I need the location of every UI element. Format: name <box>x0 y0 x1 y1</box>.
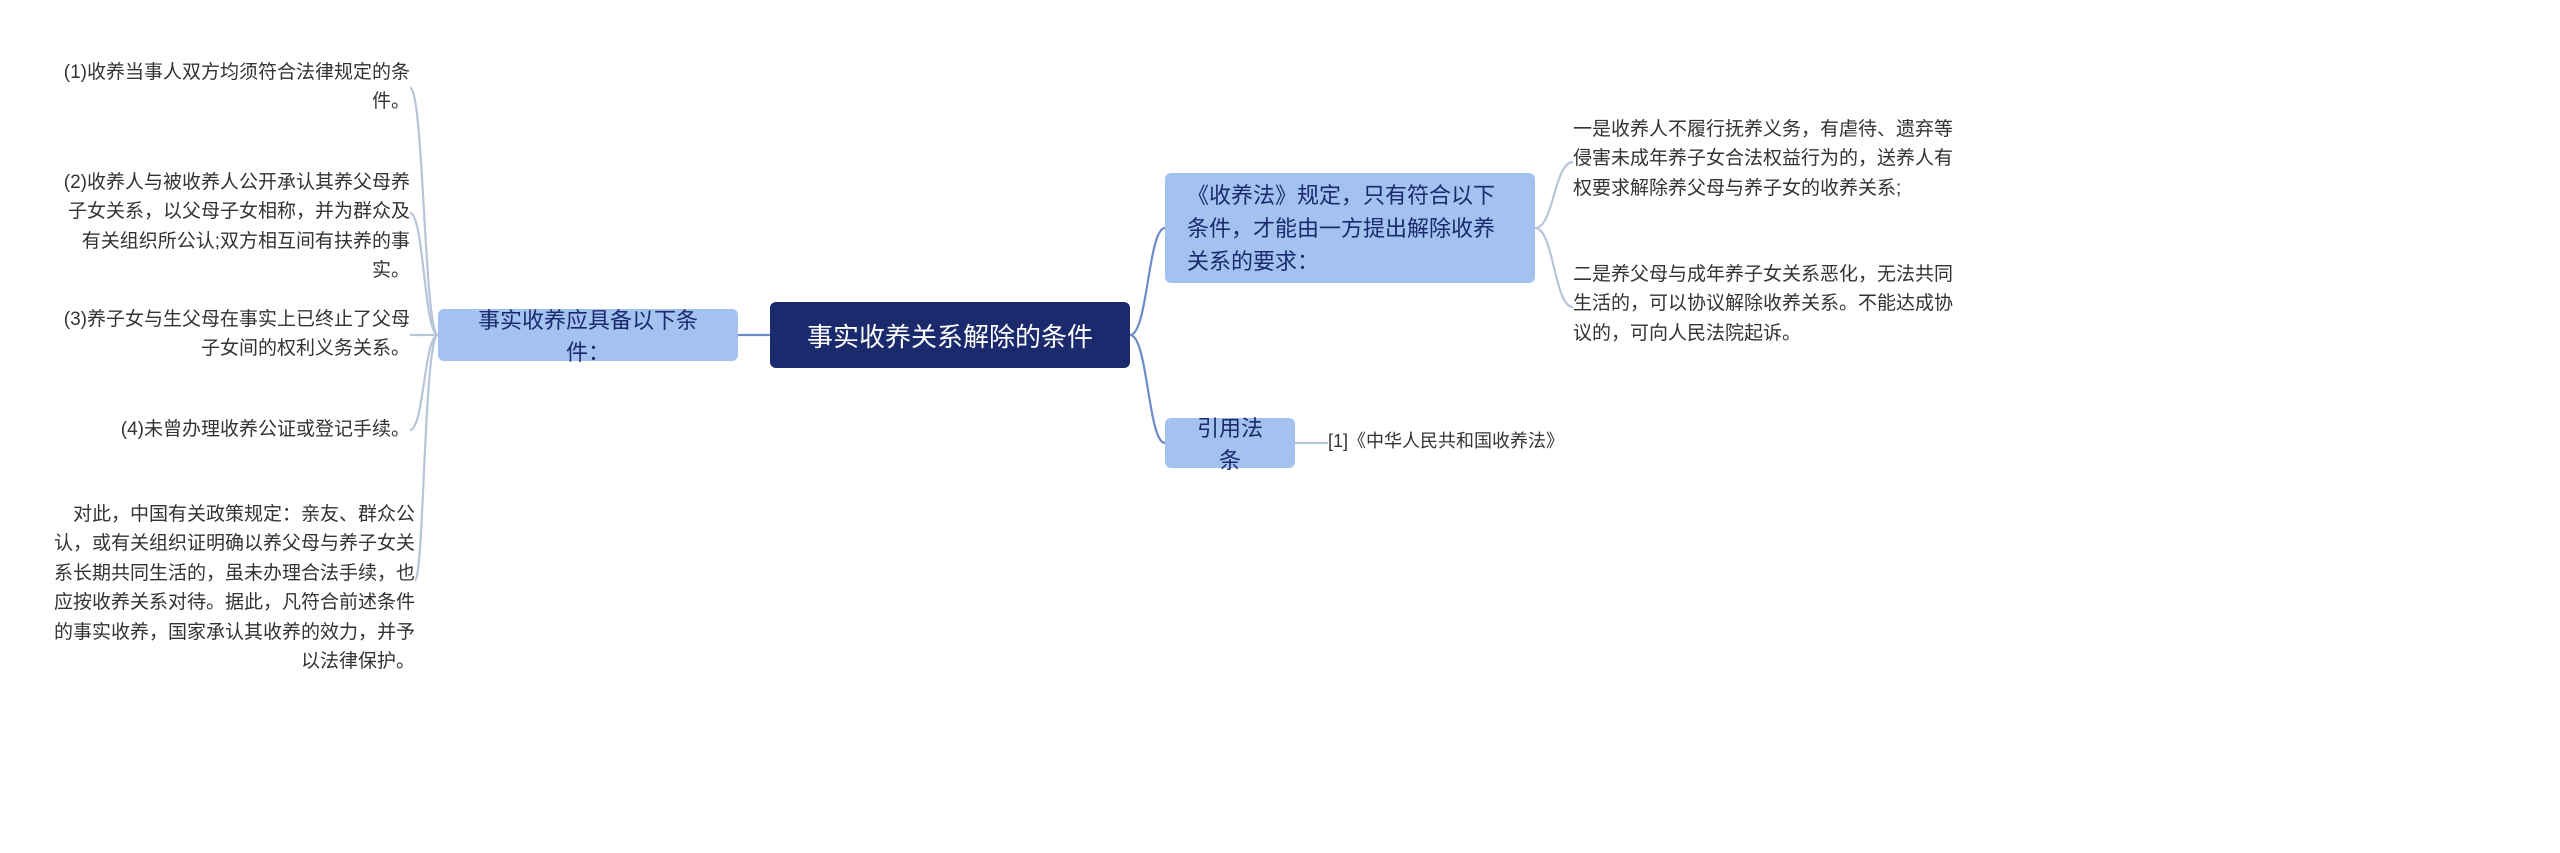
left-leaf-4: (4)未曾办理收养公证或登记手续。 <box>115 415 410 444</box>
edge-root-right2 <box>1130 335 1165 443</box>
right-branch-law-provision[interactable]: 《收养法》规定，只有符合以下条件，才能由一方提出解除收养关系的要求： <box>1165 173 1535 283</box>
right1-leaf-2: 二是养父母与成年养子女关系恶化，无法共同生活的，可以协议解除收养关系。不能达成协… <box>1573 260 1955 348</box>
edge-r1-leaf1 <box>1535 162 1573 228</box>
edge-left-leaf1 <box>410 88 438 335</box>
left-branch[interactable]: 事实收养应具备以下条件： <box>438 309 738 361</box>
edge-left-leaf4 <box>410 335 438 430</box>
right1-leaf-1: 一是收养人不履行抚养义务，有虐待、遗弃等侵害未成年养子女合法权益行为的，送养人有… <box>1573 115 1955 203</box>
right2-leaf-1: [1]《中华人民共和国收养法》 <box>1328 428 1628 456</box>
left-leaf-5: 对此，中国有关政策规定：亲友、群众公认，或有关组织证明确以养父母与养子女关系长期… <box>50 500 415 677</box>
edge-left-leaf2 <box>410 213 438 335</box>
left-leaf-1: (1)收养当事人双方均须符合法律规定的条件。 <box>50 58 410 117</box>
edge-root-right1 <box>1130 228 1165 335</box>
edge-left-leaf5 <box>415 335 438 580</box>
left-leaf-2: (2)收养人与被收养人公开承认其养父母养子女关系，以父母子女相称，并为群众及有关… <box>50 168 410 286</box>
right-branch-cited-law[interactable]: 引用法条 <box>1165 418 1295 468</box>
root-node[interactable]: 事实收养关系解除的条件 <box>770 302 1130 368</box>
edge-r1-leaf2 <box>1535 228 1573 307</box>
left-leaf-3: (3)养子女与生父母在事实上已终止了父母子女间的权利义务关系。 <box>50 305 410 364</box>
